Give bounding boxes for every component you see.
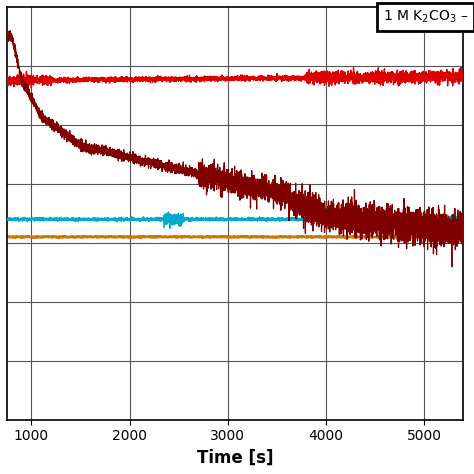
- Text: 1 M K$_2$CO$_3$ –: 1 M K$_2$CO$_3$ –: [383, 9, 468, 26]
- X-axis label: Time [s]: Time [s]: [197, 449, 273, 467]
